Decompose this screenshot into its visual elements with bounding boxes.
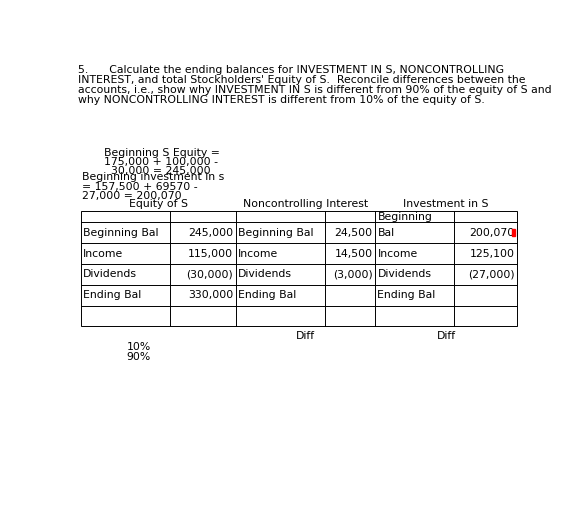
Text: 14,500: 14,500 — [335, 248, 373, 259]
Text: (30,000): (30,000) — [187, 269, 233, 280]
Text: accounts, i.e., show why INVESTMENT IN S is different from 90% of the equity of : accounts, i.e., show why INVESTMENT IN S… — [78, 84, 551, 95]
Text: INTEREST, and total Stockholders' Equity of S.  Reconcile differences between th: INTEREST, and total Stockholders' Equity… — [78, 75, 525, 84]
Text: Beginning: Beginning — [377, 211, 433, 222]
Text: (3,000): (3,000) — [333, 269, 373, 280]
Text: 125,100: 125,100 — [470, 248, 515, 259]
Text: (27,000): (27,000) — [468, 269, 515, 280]
Text: Beginning Bal: Beginning Bal — [238, 228, 314, 238]
Text: Dividends: Dividends — [238, 269, 292, 280]
Bar — [511, 229, 515, 236]
Text: 200,070: 200,070 — [469, 228, 515, 238]
Text: 10%: 10% — [127, 342, 151, 352]
Text: Ending Bal: Ending Bal — [83, 290, 141, 300]
Text: Dividends: Dividends — [377, 269, 431, 280]
Text: Ending Bal: Ending Bal — [238, 290, 296, 300]
Text: Diff: Diff — [296, 331, 315, 341]
Text: Income: Income — [377, 248, 417, 259]
Text: 90%: 90% — [127, 352, 151, 362]
Text: 24,500: 24,500 — [335, 228, 373, 238]
Text: Diff: Diff — [437, 331, 455, 341]
Text: 245,000: 245,000 — [188, 228, 233, 238]
Bar — [80, 211, 517, 326]
Text: 27,000 = 200,070: 27,000 = 200,070 — [82, 191, 182, 201]
Text: Dividends: Dividends — [83, 269, 137, 280]
Text: 115,000: 115,000 — [188, 248, 233, 259]
Text: 30,000 = 245,000: 30,000 = 245,000 — [104, 166, 210, 176]
Text: why NONCONTROLLING INTEREST is different from 10% of the equity of S.: why NONCONTROLLING INTEREST is different… — [78, 95, 484, 104]
Text: Noncontrolling Interest: Noncontrolling Interest — [243, 199, 368, 209]
Text: Beginning Bal: Beginning Bal — [83, 228, 159, 238]
Text: Ending Bal: Ending Bal — [377, 290, 436, 300]
Text: Bal: Bal — [377, 228, 395, 238]
Text: 5.      Calculate the ending balances for INVESTMENT IN S, NONCONTROLLING: 5. Calculate the ending balances for INV… — [78, 65, 504, 75]
Text: Income: Income — [83, 248, 123, 259]
Text: Equity of S: Equity of S — [129, 199, 188, 209]
Text: Beginning investment in s: Beginning investment in s — [82, 173, 224, 182]
Text: 330,000: 330,000 — [188, 290, 233, 300]
Text: Investment in S: Investment in S — [403, 199, 489, 209]
Text: Beginning S Equity =: Beginning S Equity = — [104, 147, 220, 158]
Text: = 157,500 + 69570 -: = 157,500 + 69570 - — [82, 182, 198, 191]
Text: Income: Income — [238, 248, 278, 259]
Text: 175,000 + 100,000 -: 175,000 + 100,000 - — [104, 157, 218, 167]
